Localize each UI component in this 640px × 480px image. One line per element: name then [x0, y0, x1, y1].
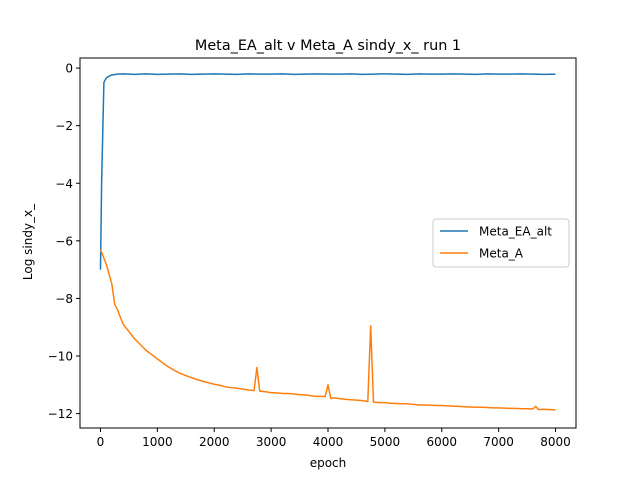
legend-label-meta-a: Meta_A — [479, 247, 524, 261]
chart-title: Meta_EA_alt v Meta_A sindy_x_ run 1 — [195, 38, 461, 54]
x-tick-label: 5000 — [370, 435, 401, 449]
x-tick-label: 1000 — [142, 435, 173, 449]
x-tick-label: 2000 — [199, 435, 230, 449]
x-axis-label: epoch — [310, 456, 347, 470]
y-tick-label: −8 — [55, 292, 73, 306]
x-tick-label: 4000 — [313, 435, 344, 449]
legend: Meta_EA_alt Meta_A — [432, 218, 570, 268]
series-line-meta-ea-alt — [99, 73, 556, 270]
y-tick-label: −12 — [48, 407, 73, 421]
series-line-meta-a — [99, 249, 556, 411]
x-tick-label: 6000 — [426, 435, 457, 449]
legend-label-meta-ea-alt: Meta_EA_alt — [479, 225, 552, 239]
axes-frame — [79, 57, 577, 429]
x-tick-label: 7000 — [483, 435, 514, 449]
y-tick-label: −4 — [55, 177, 73, 191]
y-axis-label: Log sindy_x_ — [21, 203, 35, 280]
y-tick-label: −10 — [48, 350, 73, 364]
y-tick-label: −2 — [55, 119, 73, 133]
x-tick-label: 8000 — [540, 435, 571, 449]
x-tick-label: 3000 — [256, 435, 287, 449]
y-tick-label: 0 — [65, 62, 73, 76]
x-tick-label: 0 — [97, 435, 105, 449]
plot-area: 0 1000 2000 3000 4000 5000 6000 7000 8000 −12 −10 −… — [48, 62, 571, 449]
y-tick-label: −6 — [55, 234, 73, 248]
